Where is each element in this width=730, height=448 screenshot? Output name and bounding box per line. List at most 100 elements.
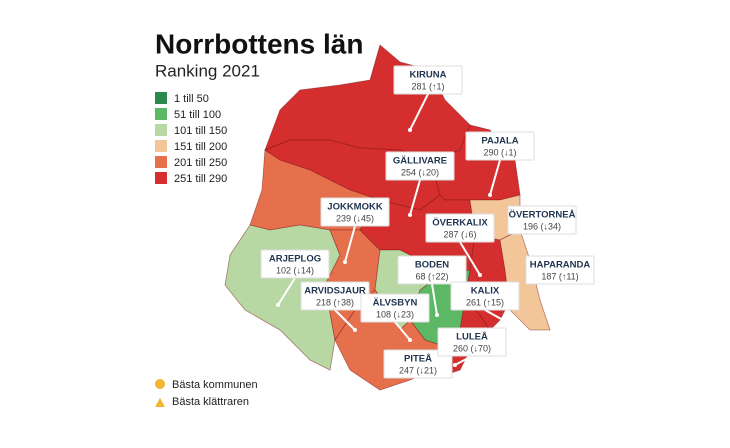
- legend-label: 101 till 150: [174, 125, 227, 137]
- pin-dot: [403, 390, 407, 394]
- pin-dot: [408, 128, 412, 132]
- municipality-name: HAPARANDA: [530, 260, 591, 271]
- medal-icon: [155, 379, 165, 389]
- legend-label: 251 till 290: [174, 173, 227, 185]
- pin-stem: [334, 309, 356, 331]
- legend-swatch: [155, 172, 167, 184]
- pin-dot: [435, 313, 439, 317]
- pin-dot: [276, 303, 280, 307]
- municipality-stat: 254 (↓20): [401, 167, 439, 177]
- legend-label: 201 till 250: [174, 157, 227, 169]
- label-box: [260, 249, 330, 279]
- pin-dot: [501, 318, 505, 322]
- pin-stem: [394, 321, 411, 341]
- municipality-stat: 261 (↑15): [466, 297, 504, 307]
- pin-stem: [409, 179, 421, 216]
- municipality-name: ARVIDSJAUR: [304, 286, 366, 297]
- municipality-name: ÄLVSBYN: [373, 298, 418, 309]
- pin-dot: [453, 363, 457, 367]
- pin-stem: [454, 355, 473, 366]
- municipality-stat: 281 (↑1): [411, 81, 444, 91]
- legend-swatch: [155, 124, 167, 136]
- label-box: [507, 205, 577, 235]
- label-box: [425, 213, 495, 243]
- pin-stem: [409, 93, 429, 131]
- pin-stem: [344, 225, 356, 263]
- municipality-stat: 102 (↓14): [276, 265, 314, 275]
- label-box: [393, 65, 463, 95]
- municipality-name: LULEÅ: [456, 332, 488, 343]
- municipality-stat: 187 (↑11): [541, 271, 578, 281]
- pin-dot: [353, 328, 357, 332]
- label-box: [397, 255, 467, 285]
- municipality-name: PAJALA: [481, 136, 518, 147]
- pin-stem: [459, 241, 481, 276]
- label-box: [385, 151, 455, 181]
- pin-stem: [277, 277, 296, 306]
- legend-swatch: [155, 92, 167, 104]
- label-box: [525, 255, 595, 285]
- municipality-stat: 247 (↓21): [399, 365, 437, 375]
- pin-stem: [484, 309, 504, 321]
- municipality-name: KALIX: [471, 286, 500, 297]
- municipality-stat: 239 (↓45): [336, 213, 374, 223]
- municipality-stat: 260 (↓70): [453, 343, 491, 353]
- label-box: [450, 281, 520, 311]
- municipality-name: JOKKMOKK: [327, 202, 383, 213]
- municipality-name: GÄLLIVARE: [393, 156, 447, 167]
- label-box: [360, 293, 430, 323]
- pin-stem: [489, 159, 501, 196]
- municipality-stat: 218 (↑38): [316, 297, 354, 307]
- pin-dot: [543, 303, 547, 307]
- pin-dot: [478, 273, 482, 277]
- badge-legend: Bästa kommunen Bästa klättraren: [155, 379, 258, 408]
- municipality-name: PITEÅ: [404, 354, 432, 365]
- legend-swatch: [155, 156, 167, 168]
- municipality-stat: 290 (↓1): [483, 147, 516, 157]
- pin-dot: [343, 260, 347, 264]
- municipality-name: BODEN: [415, 260, 449, 271]
- pin-dot: [408, 213, 412, 217]
- badge-label: Bästa kommunen: [172, 379, 258, 391]
- municipality-stat: 196 (↓34): [523, 221, 561, 231]
- legend-label: 151 till 200: [174, 141, 227, 153]
- municipality-stat: 108 (↓23): [376, 309, 414, 319]
- badge-label: Bästa klättraren: [172, 396, 249, 408]
- municipality-stat: 68 (↑22): [415, 271, 448, 281]
- legend-swatch: [155, 108, 167, 120]
- legend-swatch: [155, 140, 167, 152]
- pin-stem: [404, 377, 419, 393]
- pin-stem: [431, 283, 438, 316]
- legend-label: 51 till 100: [174, 109, 221, 121]
- label-box: [320, 197, 390, 227]
- label-box: [383, 349, 453, 379]
- municipality-name: ÖVERTORNEÅ: [509, 210, 576, 221]
- label-box: [437, 327, 507, 357]
- legend-label: 1 till 50: [174, 93, 209, 105]
- climber-icon: [155, 398, 165, 407]
- municipality-name: ÖVERKALIX: [432, 218, 488, 229]
- pin-stem: [544, 283, 561, 306]
- pin-dot: [488, 193, 492, 197]
- municipality-name: KIRUNA: [410, 70, 447, 81]
- label-box: [465, 131, 535, 161]
- title: Norrbottens län: [155, 28, 363, 59]
- pin-dot: [408, 338, 412, 342]
- municipality-name: ARJEPLOG: [269, 254, 321, 265]
- municipality-stat: 287 (↓6): [443, 229, 476, 239]
